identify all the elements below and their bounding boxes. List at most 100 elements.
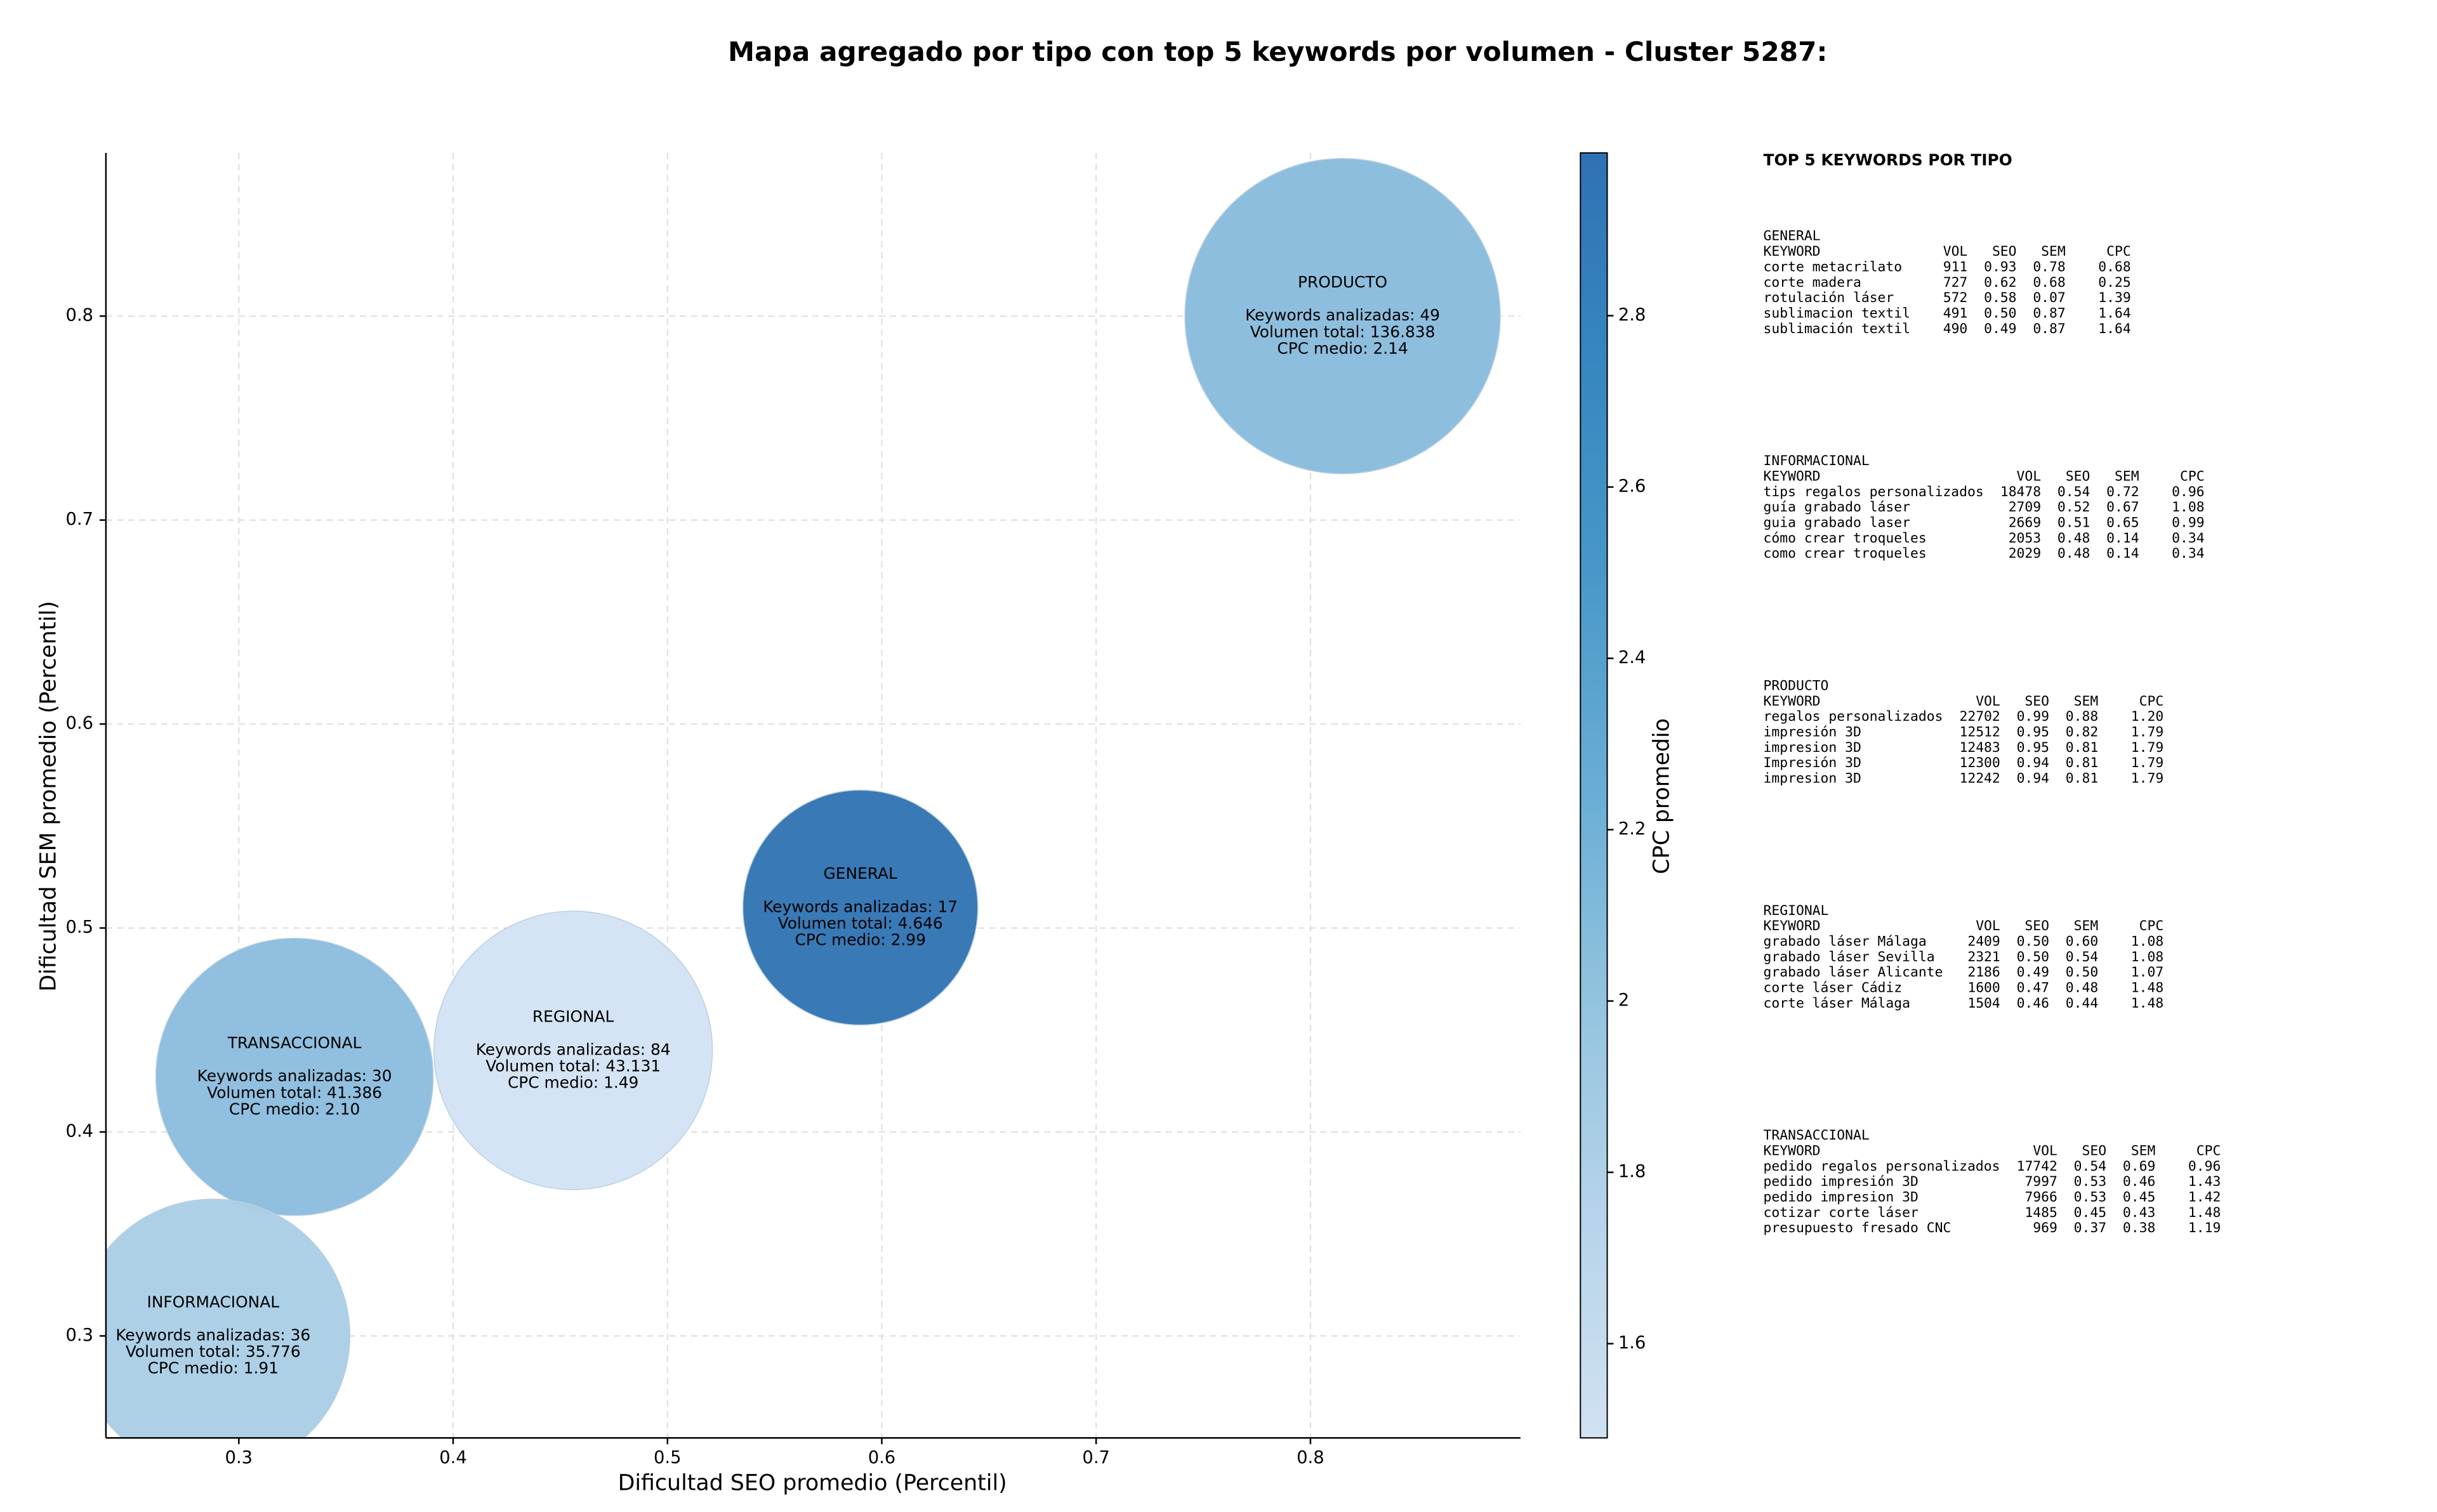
table-cell: 0.34 [2172, 530, 2204, 546]
table-cell: 1.64 [2098, 305, 2130, 321]
table-cell: 0.48 [2057, 530, 2090, 546]
table-cell: 2709 [2009, 499, 2041, 515]
table-cell: 0.48 [2057, 546, 2090, 562]
keyword-cell: grabado láser Málaga [1764, 933, 1927, 949]
keyword-cell: impresión 3D [1764, 724, 1861, 740]
keyword-cell: KEYWORD [1764, 1143, 1821, 1159]
table-cell: 1.48 [2131, 996, 2163, 1011]
table-cell: 2029 [2009, 546, 2041, 562]
colorbar-tick-label: 2.6 [1618, 477, 1646, 496]
table-cell: 1.43 [2188, 1174, 2221, 1190]
bubble-label: Keywords analizadas: 30 [197, 1067, 392, 1085]
y-tick-label: 0.5 [66, 917, 93, 937]
x-axis-label: Dificultad SEO promedio (Percentil) [618, 1470, 1007, 1496]
keyword-cell: KEYWORD [1764, 468, 1821, 484]
table-cell: 0.67 [2106, 499, 2139, 515]
table-cell: 0.44 [2066, 996, 2098, 1011]
table-cell: 0.46 [2017, 996, 2049, 1011]
keyword-cell: pedido impresion 3D [1764, 1190, 1919, 1206]
table-cell: 12483 [1959, 740, 2000, 756]
table-cell: 1.08 [2131, 933, 2163, 949]
bubble [155, 937, 434, 1216]
bubble-label: Keywords analizadas: 84 [476, 1040, 671, 1058]
keyword-cell: corte láser Cádiz [1764, 980, 1903, 996]
table-cell: 0.34 [2172, 546, 2204, 562]
table-cell: 572 [1943, 290, 1968, 306]
table-cell: CPC [2139, 694, 2164, 709]
table-cell: 0.47 [2017, 980, 2049, 996]
x-tick-label: 0.4 [439, 1448, 466, 1468]
table-cell: SEO [2082, 1143, 2107, 1159]
table-cell: 0.50 [2017, 933, 2049, 949]
table-cell: 0.88 [2066, 709, 2098, 725]
table-cell: 0.50 [2017, 949, 2049, 965]
table-cell: SEO [2066, 468, 2090, 484]
bubble [742, 789, 979, 1026]
table-cell: 0.48 [2066, 980, 2098, 996]
table-cell: VOL [2017, 468, 2042, 484]
table-cell: 490 [1943, 321, 1968, 337]
table-cell: 0.78 [2033, 259, 2065, 275]
table-cell: 0.07 [2033, 290, 2065, 306]
bubble-label: Volumen total: 41.386 [207, 1083, 382, 1101]
table-cell: 1.20 [2131, 709, 2163, 725]
table-cell: 1.19 [2188, 1220, 2221, 1236]
table-cell: 1.08 [2172, 499, 2204, 515]
table-cell: 0.45 [2123, 1190, 2155, 1206]
bubble-label: CPC medio: 1.49 [508, 1074, 638, 1092]
keyword-cell: guia grabado laser [1764, 515, 1911, 530]
table-cell: 0.69 [2123, 1159, 2155, 1174]
y-tick-label: 0.8 [66, 306, 93, 325]
y-axis-label: Dificultad SEM promedio (Percentil) [36, 601, 61, 992]
table-cell: 0.52 [2057, 499, 2090, 515]
table-cell: 0.50 [1984, 305, 2016, 321]
table-cell: 0.81 [2066, 740, 2098, 756]
y-tick-label: 0.7 [66, 509, 93, 529]
table-cell: 0.95 [2017, 740, 2049, 756]
table-cell: 0.14 [2106, 546, 2139, 562]
table-cell: 727 [1943, 275, 1968, 291]
keyword-cell: corte láser Málaga [1764, 996, 1910, 1011]
table-cell: 1.48 [2188, 1205, 2221, 1221]
table-cell: 0.49 [2017, 964, 2049, 980]
keyword-cell: cómo crear troqueles [1764, 530, 1927, 546]
table-cell: 2053 [2009, 530, 2041, 546]
table-cell: 0.25 [2098, 275, 2130, 291]
table-cell: 0.14 [2106, 530, 2139, 546]
table-cell: 0.53 [2074, 1190, 2106, 1206]
table-cell: 2321 [1967, 949, 2000, 965]
table-cell: CPC [2180, 468, 2205, 484]
group-title: INFORMACIONAL [1764, 453, 1870, 469]
table-cell: 1.39 [2098, 290, 2130, 306]
table-cell: SEM [2041, 244, 2066, 260]
table-cell: 0.93 [1984, 259, 2016, 275]
table-cell: 1.79 [2131, 724, 2163, 740]
table-cell: 0.82 [2066, 724, 2098, 740]
table-cell: 22702 [1959, 709, 2000, 725]
keyword-cell: corte metacrilato [1764, 259, 1903, 275]
y-tick-label: 0.6 [66, 714, 93, 733]
keyword-cell: sublimación textil [1764, 321, 1910, 337]
colorbar-tick-label: 2.8 [1618, 305, 1646, 325]
table-cell: 12242 [1959, 771, 2000, 787]
bubble-label: Keywords analizadas: 49 [1245, 306, 1440, 324]
bubble-label: CPC medio: 2.10 [229, 1100, 360, 1118]
keyword-cell: impresion 3D [1764, 740, 1861, 756]
keyword-cell: guía grabado láser [1764, 499, 1911, 515]
table-cell: 0.94 [2017, 755, 2049, 771]
table-cell: 911 [1943, 259, 1968, 275]
table-cell: 0.50 [2066, 964, 2098, 980]
table-cell: VOL [1976, 694, 2000, 709]
table-cell: 0.54 [2074, 1159, 2106, 1174]
table-cell: 0.81 [2066, 755, 2098, 771]
group-title: GENERAL [1764, 228, 1821, 244]
table-cell: VOL [1943, 244, 1968, 260]
bubble-name: TRANSACCIONAL [227, 1034, 362, 1052]
bubble-name: PRODUCTO [1298, 273, 1387, 291]
chart-title: Mapa agregado por tipo con top 5 keyword… [728, 36, 1827, 67]
bubble-label: CPC medio: 2.99 [795, 931, 925, 949]
table-cell: 0.54 [2066, 949, 2098, 965]
table-cell: 12300 [1959, 755, 2000, 771]
group-title: TRANSACCIONAL [1764, 1127, 1870, 1143]
table-cell: 0.68 [2098, 259, 2130, 275]
